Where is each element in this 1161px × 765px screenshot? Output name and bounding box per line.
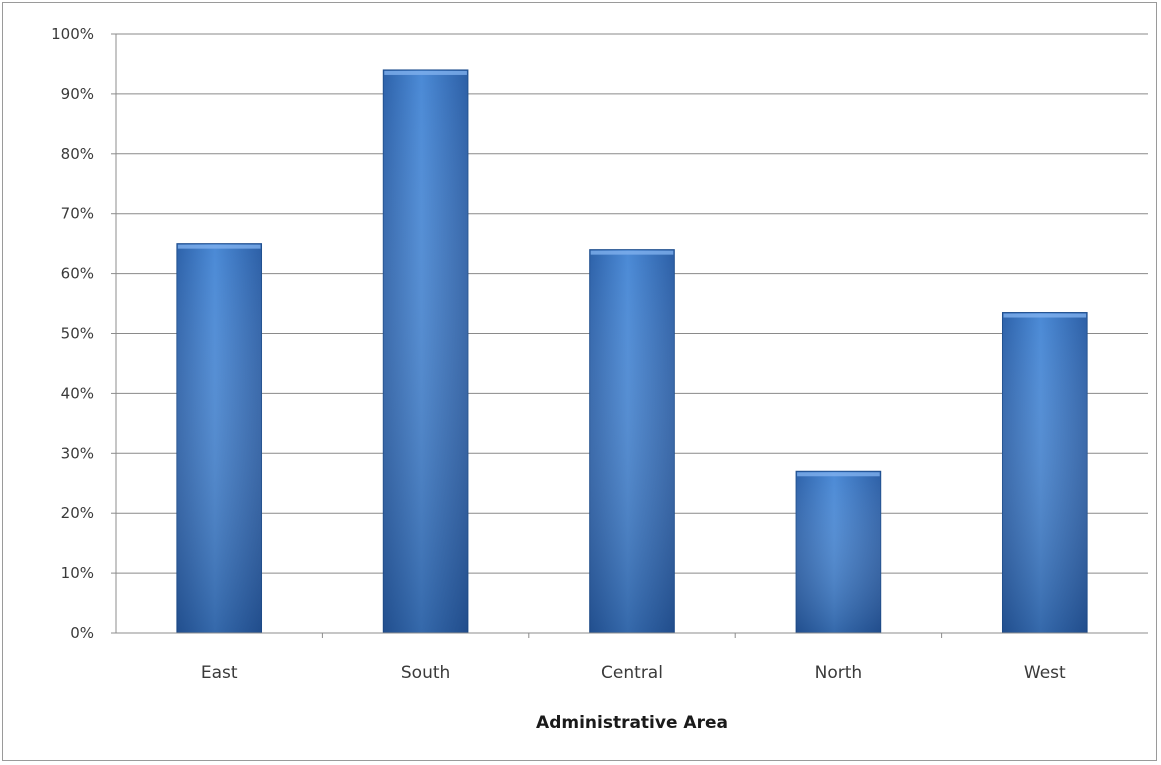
y-tick-label: 40% — [61, 384, 94, 402]
bar-east — [176, 243, 263, 634]
y-tick-label: 50% — [61, 325, 94, 343]
x-tick-label-west: West — [1024, 663, 1066, 683]
y-tick-label: 80% — [61, 145, 94, 163]
y-tick-label: 60% — [61, 265, 94, 283]
bar-west — [1001, 312, 1088, 634]
gridlines — [116, 33, 1148, 574]
y-tick-label: 70% — [61, 205, 94, 223]
y-tick-label: 10% — [61, 564, 94, 582]
x-axis-title: Administrative Area — [536, 713, 728, 733]
bar-highlight — [384, 70, 467, 75]
x-axis-ticks: East South Central North West — [201, 633, 1066, 683]
y-tick-label: 100% — [51, 25, 94, 43]
bar-north — [795, 470, 882, 634]
bar-shade — [1002, 312, 1088, 633]
bar-shade — [383, 69, 468, 633]
bar-south — [382, 69, 469, 634]
x-tick-label-central: Central — [601, 663, 663, 683]
bar-highlight — [177, 244, 261, 249]
bars — [176, 69, 1088, 634]
y-tick-label: 30% — [61, 444, 94, 462]
bar-central — [589, 249, 675, 634]
bar-highlight — [590, 250, 674, 255]
y-tick-label: 0% — [70, 624, 94, 642]
y-tick-label: 90% — [61, 85, 94, 103]
bar-shade — [589, 249, 675, 633]
bar-shade — [176, 243, 262, 633]
bar-shade — [796, 471, 881, 633]
x-tick-label-east: East — [201, 663, 238, 683]
bar-highlight — [1003, 313, 1087, 318]
x-tick-label-north: North — [815, 663, 863, 683]
x-tick-label-south: South — [401, 663, 450, 683]
y-axis-ticks: 0% 10% 20% 30% 40% 50% 60% 70% 80% 90% 100% — [51, 25, 116, 642]
bar-highlight — [797, 472, 880, 477]
y-tick-label: 20% — [61, 504, 94, 522]
